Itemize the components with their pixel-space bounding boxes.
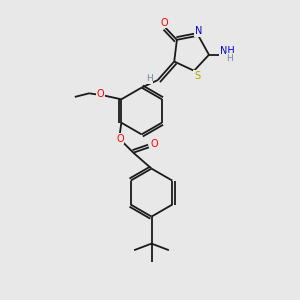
Text: O: O [97, 89, 104, 99]
Text: H: H [146, 74, 153, 83]
Text: NH: NH [220, 46, 235, 56]
Text: O: O [160, 18, 168, 28]
Text: S: S [194, 71, 200, 81]
Text: O: O [151, 139, 158, 149]
Text: H: H [226, 54, 233, 63]
Text: N: N [195, 26, 203, 36]
Text: O: O [116, 134, 124, 144]
